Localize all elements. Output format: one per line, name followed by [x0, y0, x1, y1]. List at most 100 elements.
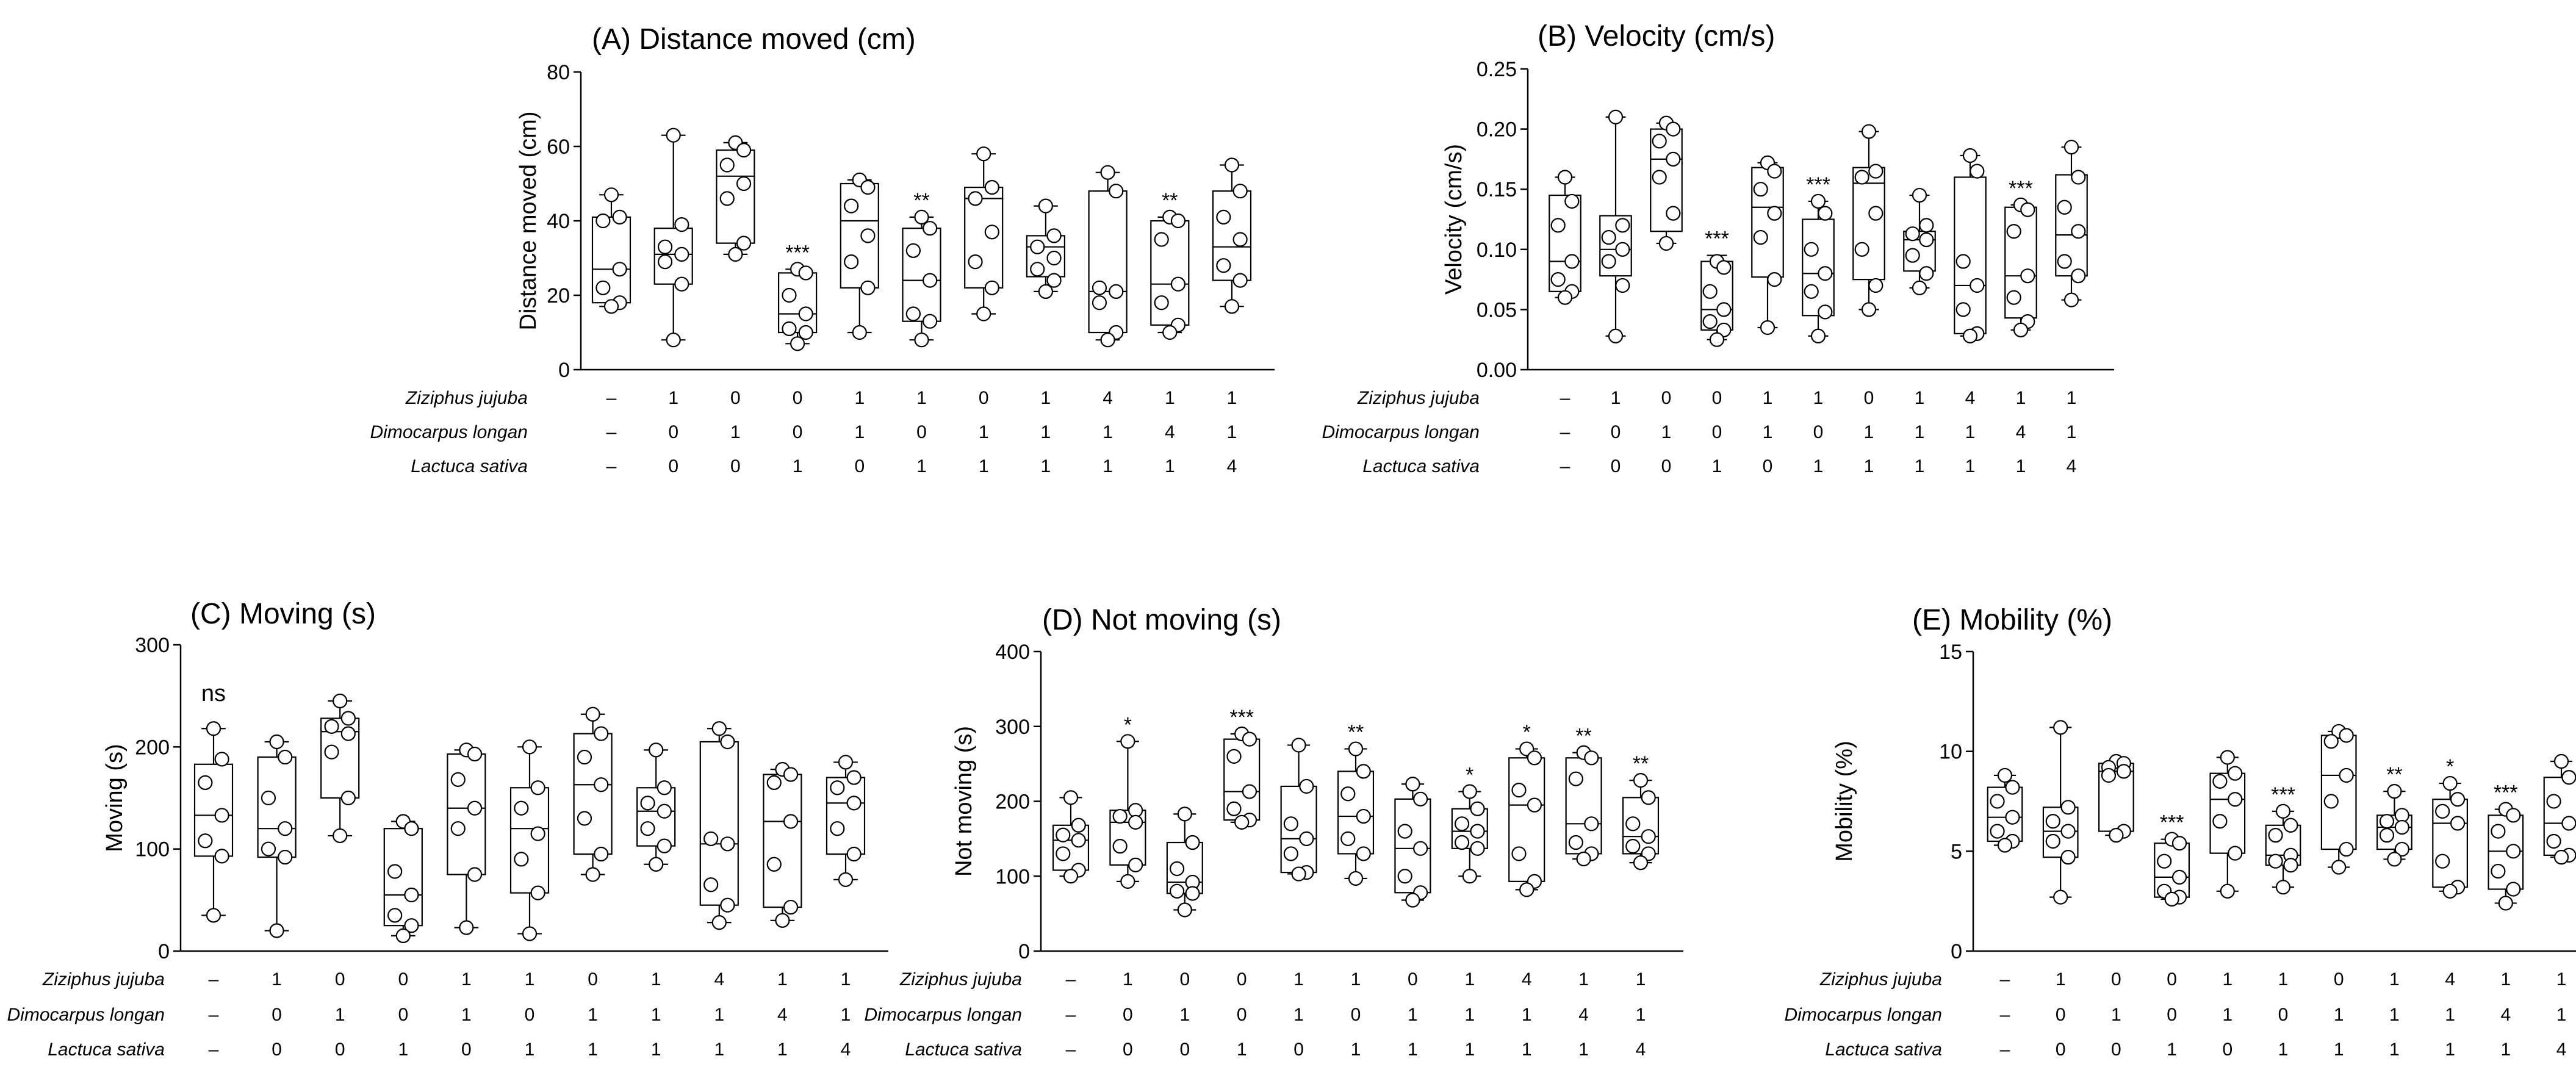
box-group-8: **: [2376, 763, 2412, 867]
treatment-level: 1: [1408, 1005, 1418, 1025]
data-point: [846, 846, 862, 862]
data-point: [2101, 767, 2117, 783]
data-point: [1709, 332, 1725, 347]
data-point: [1810, 193, 1826, 209]
data-point: [1109, 284, 1124, 299]
data-point: [1652, 170, 1667, 185]
treatment-level: 0: [2056, 1005, 2066, 1025]
treatment-level: –: [1066, 1040, 1076, 1060]
data-point: [514, 852, 529, 867]
data-point: [1154, 295, 1169, 311]
data-point: [603, 299, 619, 314]
data-point: [1030, 262, 1045, 277]
treatment-level: 1: [1351, 1040, 1361, 1060]
y-tick-label: 40: [547, 210, 570, 233]
data-point: [2435, 853, 2450, 869]
treatment-level: 1: [1522, 1005, 1532, 1025]
data-point: [1550, 218, 1566, 233]
y-axis-label: Moving (s): [102, 744, 128, 852]
data-point: [1861, 124, 1877, 139]
data-point: [923, 221, 938, 236]
data-point: [2228, 846, 2243, 861]
data-point: [2071, 170, 2086, 185]
treatment-level: 4: [714, 969, 724, 990]
box-iqr: [826, 777, 866, 855]
data-point: [612, 209, 627, 225]
data-point: [2060, 800, 2076, 815]
treatment-level: 4: [1103, 388, 1113, 408]
treatment-level: 0: [1661, 388, 1672, 408]
data-point: [1340, 831, 1356, 846]
box-group-7: [2320, 724, 2357, 875]
significance-marker: **: [1575, 725, 1591, 748]
data-point: [1234, 814, 1250, 830]
data-point: [340, 711, 356, 726]
treatment-level: 1: [2500, 969, 2511, 990]
data-point: [1658, 235, 1674, 251]
y-tick-label: 0.20: [1477, 118, 1517, 142]
significance-marker: *: [2446, 755, 2454, 778]
data-point: [1568, 835, 1583, 850]
data-point: [2561, 816, 2576, 831]
treatment-level: –: [209, 1040, 219, 1060]
data-point: [2546, 833, 2561, 849]
treatment-level: 0: [272, 1005, 282, 1025]
data-point: [1550, 272, 1566, 287]
data-point: [1990, 794, 2005, 809]
data-point: [2442, 775, 2458, 791]
treatment-level: –: [2000, 1005, 2010, 1025]
treatment-level: 1: [1915, 422, 1925, 442]
data-point: [2212, 774, 2228, 789]
data-point: [1092, 295, 1107, 311]
box-iqr: [447, 753, 486, 875]
treatment-level: 0: [588, 969, 598, 990]
data-point: [1625, 839, 1641, 854]
data-point: [1557, 290, 1573, 305]
data-point: [1356, 764, 1371, 779]
data-point: [1216, 258, 1231, 273]
data-point: [860, 180, 876, 195]
data-point: [2491, 824, 2506, 839]
box-group-10: **: [1150, 189, 1190, 340]
y-tick-label: 0: [1951, 940, 1962, 963]
y-tick-label: 5: [1951, 840, 1962, 863]
treatment-name-label: Dimocarpus longan: [7, 1005, 165, 1025]
data-point: [1666, 206, 1681, 221]
treatment-level: 4: [1165, 422, 1175, 442]
box-group-9: [699, 721, 739, 930]
box-group-9: [1088, 165, 1128, 348]
box-iqr: [1508, 757, 1545, 882]
treatment-level: 1: [854, 388, 865, 408]
y-tick-label: 80: [547, 61, 570, 84]
data-point: [674, 276, 689, 292]
significance-marker: **: [1633, 752, 1649, 775]
data-point: [214, 808, 229, 823]
data-point: [1177, 902, 1192, 918]
data-point: [2379, 828, 2395, 843]
data-point: [2045, 814, 2060, 829]
data-point: [1760, 320, 1775, 336]
box-iqr: [509, 787, 550, 894]
data-point: [1868, 163, 1883, 179]
data-point: [278, 749, 293, 765]
box-group-1: [193, 721, 234, 923]
chart-title: (C) Moving (s): [190, 598, 376, 630]
significance-marker: ***: [1806, 173, 1830, 196]
treatment-level: 1: [2334, 1005, 2344, 1025]
data-point: [2339, 728, 2354, 743]
data-point: [2268, 853, 2283, 869]
treatment-level: 1: [1041, 456, 1051, 476]
data-point: [2220, 750, 2235, 765]
treatment-level: 0: [1712, 388, 1722, 408]
data-point: [1519, 882, 1534, 897]
treatment-level: 0: [1763, 456, 1773, 476]
treatment-level: 1: [1611, 388, 1621, 408]
data-point: [783, 899, 799, 915]
treatment-level: 1: [1103, 456, 1113, 476]
treatment-level: 0: [979, 388, 989, 408]
data-point: [530, 780, 545, 796]
data-point: [852, 325, 867, 340]
treatment-level: 1: [2445, 1040, 2455, 1060]
treatment-level: 1: [2389, 1005, 2400, 1025]
treatment-level: 0: [272, 1040, 282, 1060]
